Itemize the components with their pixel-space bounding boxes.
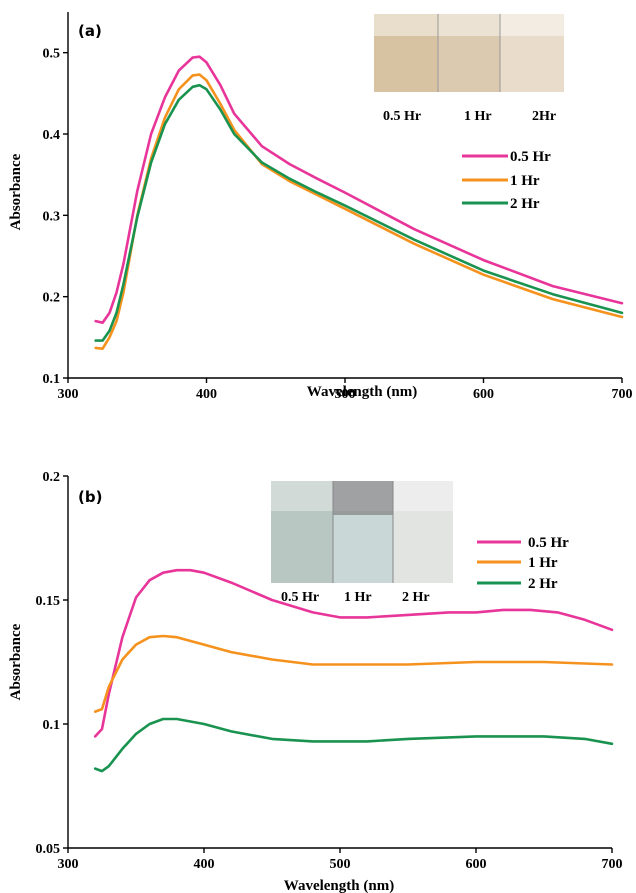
inset-caption-2hr-b: 2 Hr bbox=[402, 590, 430, 605]
y-tick-label: 0.5 bbox=[43, 47, 61, 62]
inset-caption-2hr-a: 2Hr bbox=[532, 109, 556, 124]
y-axis-title-a: Absorbance bbox=[8, 153, 24, 230]
series-line-2-hr bbox=[93, 717, 614, 773]
x-axis-title-b: Wavelength (nm) bbox=[284, 878, 394, 893]
legend-label-2hr: 2 Hr bbox=[528, 576, 558, 592]
legend-label-0-5hr: 0.5 Hr bbox=[510, 149, 551, 165]
x-tick-label: 500 bbox=[330, 857, 351, 872]
vial-photo-2hr bbox=[393, 481, 453, 583]
inset-caption-1hr-a: 1 Hr bbox=[464, 109, 492, 124]
legend-a: 0.5 Hr 1 Hr 2 Hr bbox=[462, 149, 551, 212]
series-line-2-hr bbox=[94, 83, 624, 342]
y-tick-label: 0.3 bbox=[43, 209, 61, 224]
series-line-1-hr bbox=[94, 73, 624, 350]
panel-label-a: (a) bbox=[78, 22, 102, 40]
series-line-0-5-hr bbox=[94, 55, 624, 324]
y-axis-title-b: Absorbance bbox=[8, 623, 24, 700]
x-tick-label: 300 bbox=[58, 387, 79, 402]
vial-photo-inset-a bbox=[374, 14, 564, 92]
x-tick-label: 400 bbox=[196, 387, 217, 402]
plot-area-b: 300 400 500 600 700 0.05 0.1 0.15 0.2 bbox=[36, 470, 623, 872]
series-line-0-5-hr bbox=[93, 568, 614, 738]
x-tick-label: 600 bbox=[473, 387, 494, 402]
vial-cap-band-a bbox=[374, 14, 564, 36]
y-tick-label: 0.2 bbox=[43, 291, 61, 306]
panel-a: 300 400 500 600 700 0.1 0.2 0.3 0.4 0.5 (a) 0.5 H… bbox=[8, 12, 633, 402]
x-axis-title-a: Wavelength (nm) bbox=[307, 384, 417, 400]
legend-label-1hr: 1 Hr bbox=[510, 173, 540, 189]
panel-b: 300 400 500 600 700 0.05 0.1 0.15 0.2 (b) 0.5 Hr… bbox=[8, 470, 623, 893]
vial-photo-1hr bbox=[438, 14, 500, 92]
x-tick-label: 700 bbox=[612, 387, 633, 402]
y-tick-label: 0.2 bbox=[43, 470, 61, 485]
y-tick-label: 0.1 bbox=[43, 372, 61, 387]
vial-photo-0-5hr bbox=[374, 14, 438, 92]
inset-caption-0-5hr-a: 0.5 Hr bbox=[383, 109, 421, 124]
y-tick-label: 0.05 bbox=[36, 842, 61, 857]
y-tick-label: 0.15 bbox=[36, 594, 61, 609]
inset-caption-1hr-b: 1 Hr bbox=[344, 590, 372, 605]
legend-label-1hr: 1 Hr bbox=[528, 555, 558, 571]
x-tick-label: 400 bbox=[194, 857, 215, 872]
series-line-1-hr bbox=[93, 634, 614, 713]
y-tick-label: 0.1 bbox=[43, 718, 61, 733]
x-tick-label: 300 bbox=[58, 857, 79, 872]
vial-photo-0-5hr bbox=[271, 481, 333, 583]
vial-cap-dark-b bbox=[333, 481, 393, 515]
x-tick-label: 600 bbox=[466, 857, 487, 872]
vial-photo-inset-b bbox=[271, 481, 453, 583]
legend-label-2hr: 2 Hr bbox=[510, 196, 540, 212]
x-tick-label: 500 bbox=[335, 387, 356, 402]
inset-caption-0-5hr-b: 0.5 Hr bbox=[281, 590, 319, 605]
vial-photo-2hr bbox=[500, 14, 564, 92]
panel-label-b: (b) bbox=[78, 488, 102, 506]
y-tick-label: 0.4 bbox=[43, 128, 61, 143]
x-tick-label: 700 bbox=[602, 857, 623, 872]
plot-area-a: 300 400 500 600 700 0.1 0.2 0.3 0.4 0.5 bbox=[43, 12, 633, 402]
legend-b: 0.5 Hr 1 Hr 2 Hr bbox=[477, 535, 569, 592]
legend-label-0-5hr: 0.5 Hr bbox=[528, 535, 569, 551]
